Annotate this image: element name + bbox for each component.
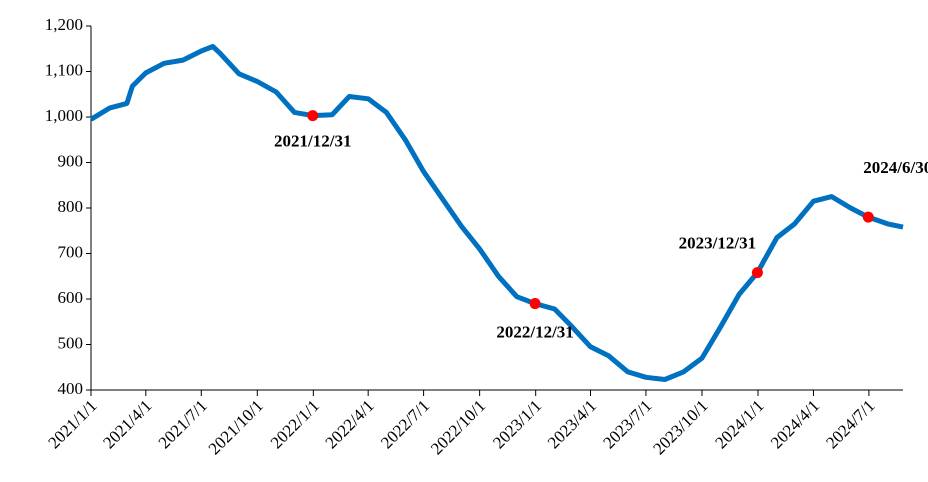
line <box>89 44 904 382</box>
y-tick-label: 500 <box>58 333 84 352</box>
x-tick-label: 2021/1/1 <box>44 396 100 452</box>
x-tick-label: 2024/7/1 <box>822 396 878 452</box>
x-tick-label: 2022/4/1 <box>322 396 378 452</box>
x-tick-label: 2024/4/1 <box>767 396 823 452</box>
marker <box>751 267 763 279</box>
x-tick-label: 2021/4/1 <box>99 396 155 452</box>
annotation: 2024/6/30 <box>863 158 928 177</box>
marker <box>862 211 874 223</box>
x-tick-label: 2021/7/1 <box>155 396 211 452</box>
y-tick-label: 1,000 <box>45 106 83 125</box>
x-tick-label: 2022/7/1 <box>377 396 433 452</box>
annotation: 2023/12/31 <box>679 234 756 253</box>
y-tick-label: 400 <box>58 379 84 398</box>
x-tick-label: 2024/1/1 <box>711 396 767 452</box>
y-tick-label: 600 <box>58 288 84 307</box>
x-tick-label: 2023/1/1 <box>489 396 545 452</box>
x-tick-label: 2022/1/1 <box>267 396 323 452</box>
y-tick-label: 800 <box>58 197 84 216</box>
marker <box>529 298 541 310</box>
y-tick-label: 900 <box>58 151 84 170</box>
annotation: 2022/12/31 <box>496 322 573 341</box>
y-tick-label: 1,200 <box>45 15 83 34</box>
x-tick-label: 2023/10/1 <box>649 396 711 458</box>
x-tick-label: 2022/10/1 <box>427 396 489 458</box>
marker <box>307 110 319 122</box>
y-tick-label: 1,100 <box>45 60 83 79</box>
x-tick-label: 2023/4/1 <box>544 396 600 452</box>
x-tick-label: 2023/7/1 <box>599 396 655 452</box>
annotation: 2021/12/31 <box>274 132 351 151</box>
y-tick-label: 700 <box>58 242 84 261</box>
x-tick-label: 2021/10/1 <box>205 396 267 458</box>
